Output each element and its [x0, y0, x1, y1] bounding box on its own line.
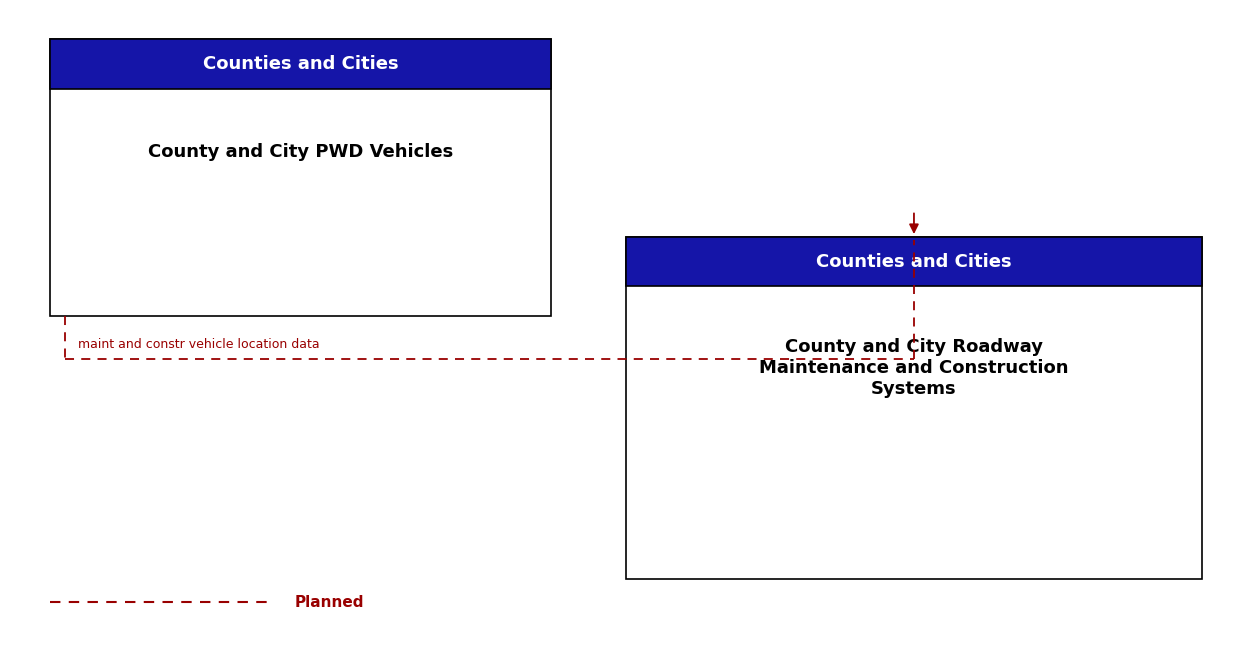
Text: County and City Roadway
Maintenance and Construction
Systems: County and City Roadway Maintenance and …	[759, 338, 1069, 398]
Text: County and City PWD Vehicles: County and City PWD Vehicles	[148, 143, 453, 161]
Bar	[626, 237, 1202, 286]
Bar	[50, 39, 551, 316]
Text: Counties and Cities: Counties and Cities	[203, 55, 398, 73]
Bar	[626, 237, 1202, 579]
Text: Counties and Cities: Counties and Cities	[816, 253, 1012, 270]
Text: Planned: Planned	[294, 595, 364, 609]
Text: maint and constr vehicle location data: maint and constr vehicle location data	[78, 338, 319, 351]
Bar	[50, 39, 551, 89]
